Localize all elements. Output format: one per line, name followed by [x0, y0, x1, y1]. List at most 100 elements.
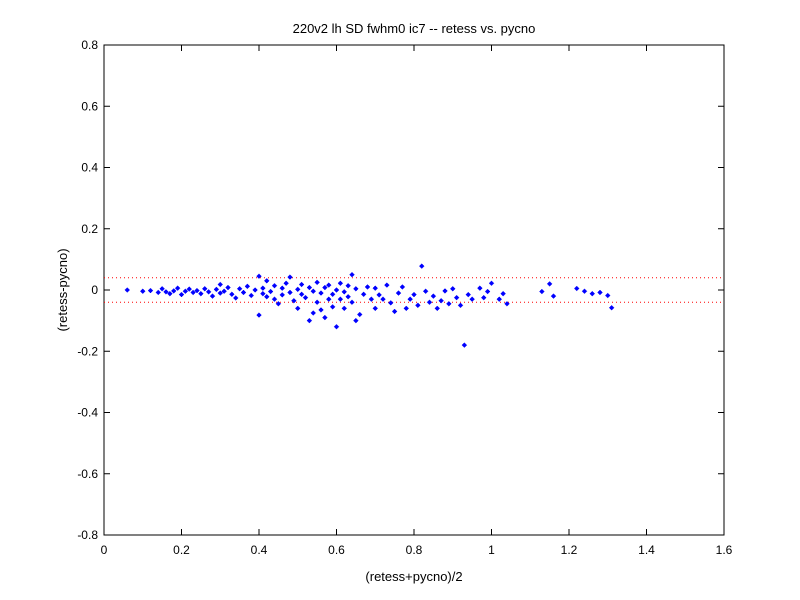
data-point — [294, 305, 301, 312]
data-point — [546, 281, 553, 287]
data-point — [325, 282, 332, 288]
data-point — [341, 305, 348, 312]
data-point — [271, 282, 278, 289]
data-point — [201, 286, 208, 292]
data-point — [275, 301, 282, 307]
x-tick-label: 1 — [488, 543, 495, 557]
data-point — [217, 290, 224, 296]
x-axis-label: (retess+pycno)/2 — [365, 569, 462, 584]
data-point — [604, 292, 611, 299]
data-point — [139, 288, 146, 294]
data-point — [190, 289, 196, 296]
y-tick-label: -0.2 — [77, 344, 98, 358]
data-point — [170, 288, 177, 294]
data-point — [364, 284, 371, 290]
data-point — [232, 295, 239, 301]
y-tick-label: -0.6 — [77, 467, 98, 481]
data-point — [418, 263, 425, 269]
data-point — [345, 293, 351, 300]
x-tick-label: 0.2 — [173, 543, 190, 557]
data-point — [333, 323, 340, 330]
data-point — [341, 289, 348, 295]
data-point — [337, 296, 344, 302]
data-point — [337, 280, 344, 287]
x-tick-label: 1.2 — [561, 543, 578, 557]
y-tick-label: 0.6 — [81, 99, 98, 113]
data-point — [205, 289, 212, 295]
data-point — [155, 289, 162, 296]
data-points — [124, 263, 615, 348]
data-point — [314, 299, 320, 306]
y-tick-label: -0.8 — [77, 528, 98, 542]
data-point — [349, 271, 355, 278]
data-point — [438, 297, 444, 304]
reference-lines — [104, 277, 724, 303]
data-point — [480, 294, 487, 301]
data-point — [256, 312, 262, 318]
data-point — [422, 288, 429, 294]
data-point — [391, 308, 398, 315]
data-point — [225, 284, 231, 291]
data-point — [415, 302, 421, 309]
data-point — [395, 290, 402, 296]
data-point — [500, 290, 506, 297]
chart-title: 220v2 lh SD fwhm0 ic7 -- retess vs. pycn… — [293, 21, 536, 36]
data-point — [581, 288, 588, 294]
data-point — [484, 288, 491, 295]
data-point — [384, 282, 390, 288]
data-point — [194, 287, 200, 294]
data-point — [325, 296, 332, 302]
data-point — [372, 285, 379, 291]
x-tick-label: 0.4 — [251, 543, 268, 557]
data-point — [426, 299, 433, 306]
data-point — [465, 291, 472, 298]
data-point — [353, 286, 359, 292]
data-point — [298, 291, 305, 298]
y-axis-label: (retess-pycno) — [55, 248, 70, 331]
x-axis-ticks: 0 0.2 0.4 0.6 0.8 1 1.2 1.4 1.6 — [101, 45, 733, 557]
data-point — [310, 288, 317, 294]
data-point — [263, 293, 270, 300]
data-point — [488, 280, 495, 287]
data-point — [174, 285, 181, 291]
data-point — [550, 293, 557, 299]
data-point — [291, 297, 297, 304]
data-point — [159, 286, 165, 292]
data-point — [318, 290, 324, 296]
data-point — [430, 293, 437, 299]
data-point — [229, 291, 235, 298]
data-point — [252, 287, 258, 293]
data-point — [322, 284, 328, 291]
data-point — [271, 296, 278, 302]
data-point — [360, 291, 367, 298]
data-point — [147, 287, 154, 294]
data-point — [411, 291, 417, 298]
data-point — [449, 286, 456, 292]
data-point — [446, 301, 452, 307]
data-point — [248, 292, 255, 299]
plot-area — [103, 44, 725, 536]
y-tick-label: 0.4 — [81, 161, 98, 175]
data-point — [573, 285, 580, 292]
data-point — [434, 305, 441, 312]
data-point — [387, 300, 394, 306]
data-point — [353, 317, 359, 324]
x-tick-label: 1.4 — [638, 543, 655, 557]
y-axis-ticks: -0.8 -0.6 -0.4 -0.2 0 0.2 0.4 0.6 0.8 — [77, 38, 724, 542]
data-point — [345, 282, 351, 289]
data-point — [240, 289, 247, 296]
data-point — [329, 304, 336, 310]
data-point — [589, 290, 596, 297]
data-point — [279, 292, 286, 298]
x-tick-label: 0 — [101, 543, 108, 557]
data-point — [244, 283, 251, 290]
data-point — [306, 284, 313, 291]
data-point — [469, 296, 475, 302]
data-point — [221, 288, 227, 294]
data-point — [163, 289, 169, 295]
data-point — [453, 294, 460, 301]
data-point — [504, 301, 510, 307]
data-point — [294, 286, 301, 293]
data-point — [399, 284, 406, 290]
x-tick-label: 0.8 — [406, 543, 423, 557]
